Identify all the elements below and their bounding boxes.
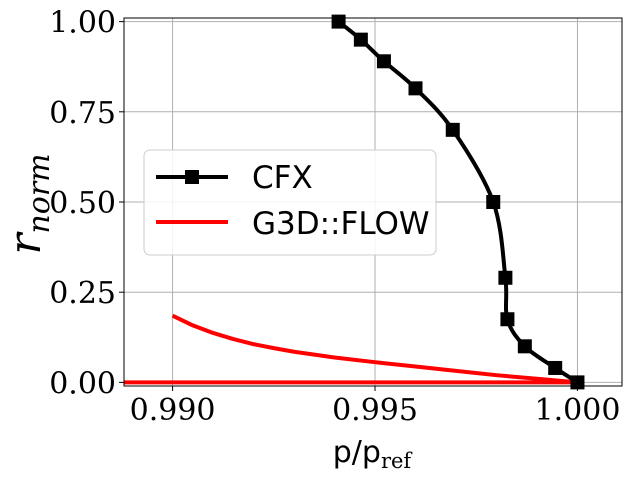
ticks: 0.990 0.995 1.000 0.00 0.25 0.50 0.75 1.00	[49, 6, 620, 428]
x-tick-label: 0.990	[130, 393, 216, 428]
data-point	[445, 122, 460, 137]
data-point	[548, 360, 563, 375]
x-tick-label: 0.995	[332, 393, 418, 428]
x-axis-label-sub: ref	[381, 449, 413, 473]
y-tick-label: 0.50	[49, 186, 116, 221]
legend: CFX G3D::FLOW	[143, 149, 437, 256]
x-axis-label-main: p/p	[333, 435, 381, 470]
series-line	[171, 313, 578, 385]
y-tick-label: 1.00	[49, 6, 116, 41]
y-axis-label-sub: norm	[22, 153, 57, 233]
y-axis-label-main: r	[0, 231, 51, 255]
legend-label-g3dflow: G3D::FLOW	[252, 206, 430, 242]
x-tick-label: 1.000	[535, 393, 621, 428]
y-tick-label: 0.75	[49, 96, 116, 131]
legend-marker-cfx	[185, 170, 199, 184]
y-tick-label: 0.25	[49, 276, 116, 311]
data-point	[498, 270, 513, 285]
data-point	[517, 339, 532, 354]
x-axis-label-group: p/pref	[333, 435, 414, 473]
data-point	[408, 81, 423, 96]
y-axis-label: rnorm	[0, 153, 57, 254]
data-point	[376, 54, 391, 69]
x-axis-label: p/pref	[333, 435, 414, 473]
y-tick-label: 0.00	[49, 366, 116, 401]
data-point	[331, 14, 346, 29]
y-axis-label-group: rnorm	[0, 153, 57, 254]
data-point	[486, 195, 501, 209]
data-point	[500, 312, 515, 327]
series-layer	[124, 14, 585, 390]
data-point	[353, 32, 368, 47]
legend-label-cfx: CFX	[252, 160, 313, 196]
